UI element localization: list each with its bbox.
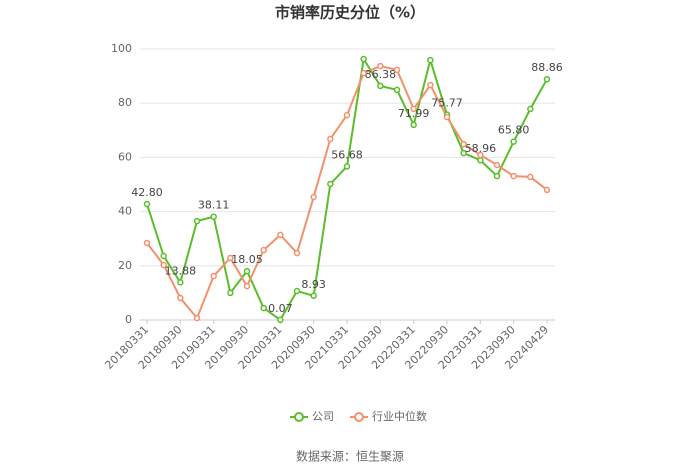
source: 数据来源：恒生聚源: [296, 449, 404, 464]
data-label: 13.88: [165, 264, 197, 277]
data-label: 56.68: [331, 148, 363, 161]
point: [427, 81, 434, 89]
point: [260, 304, 267, 312]
point: [193, 217, 201, 225]
legend-label: 行业中位数: [372, 409, 427, 423]
data-label: 75.77: [431, 97, 463, 110]
point: [393, 86, 401, 94]
point: [177, 279, 184, 286]
legend-label: 公司: [312, 410, 334, 423]
point: [327, 135, 334, 143]
point: [160, 261, 167, 269]
point: [377, 82, 384, 90]
point: [310, 193, 317, 201]
point: [510, 138, 517, 145]
point: [277, 316, 284, 324]
point: [460, 149, 467, 157]
data-label: 38.11: [198, 199, 230, 212]
y-tick-label: 60: [118, 150, 132, 163]
point: [210, 213, 217, 220]
data-label: 58.96: [465, 142, 497, 155]
data-label: 86.38: [365, 68, 397, 81]
point: [510, 172, 517, 180]
point: [243, 282, 251, 290]
point: [493, 161, 501, 169]
legend-marker: [354, 412, 364, 422]
y-tick-label: 40: [118, 205, 132, 218]
legend-item: 行业中位数: [350, 409, 427, 423]
point: [343, 163, 351, 170]
point: [543, 75, 551, 83]
y-tick-label: 80: [118, 96, 132, 109]
point: [410, 121, 417, 129]
point: [310, 292, 317, 300]
data-label: 88.86: [531, 61, 563, 74]
y-tick-label: 0: [125, 313, 132, 326]
point: [360, 69, 367, 77]
point: [427, 56, 434, 64]
series-line: [146, 56, 548, 322]
point: [477, 156, 484, 164]
data-label: 42.80: [131, 186, 163, 199]
point: [210, 272, 217, 280]
legend-item: 公司: [290, 410, 334, 423]
point: [477, 151, 484, 159]
chart-title: 市销率历史分位（%）: [275, 4, 425, 22]
point: [243, 267, 251, 275]
point: [493, 172, 501, 180]
data-label: 65.80: [498, 124, 530, 137]
point: [393, 66, 401, 74]
data-label: 8.93: [301, 278, 326, 291]
point: [360, 55, 367, 63]
y-tick-label: 100: [111, 42, 132, 55]
data-label: 18.05: [231, 253, 263, 266]
legend-marker: [294, 412, 304, 422]
point: [227, 254, 234, 262]
point: [143, 239, 151, 247]
point: [527, 105, 534, 113]
y-tick-label: 20: [118, 259, 132, 272]
data-label: 0.07: [268, 302, 293, 315]
point: [410, 105, 417, 113]
point: [160, 252, 167, 260]
point: [377, 62, 384, 70]
point: [260, 246, 267, 254]
point: [293, 287, 301, 295]
point: [443, 113, 451, 121]
point: [343, 111, 351, 119]
point: [543, 186, 551, 194]
point: [227, 289, 234, 297]
point: [293, 249, 301, 257]
point: [527, 173, 534, 181]
point: [177, 294, 184, 302]
series-line: [146, 65, 548, 321]
point: [193, 314, 201, 322]
point: [460, 140, 467, 148]
point: [327, 180, 334, 188]
point: [277, 231, 284, 239]
data-label: 71.99: [398, 107, 430, 120]
point: [143, 200, 151, 208]
